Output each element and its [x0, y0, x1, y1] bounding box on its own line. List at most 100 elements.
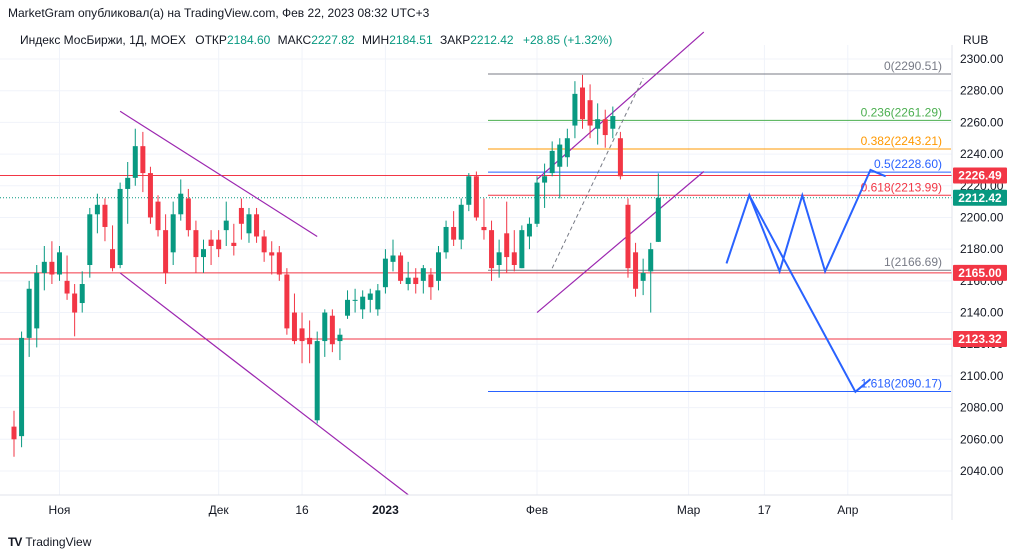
candle-body — [72, 293, 78, 313]
candle-body — [19, 337, 25, 437]
price-tick-label: 2100.00 — [960, 369, 1004, 383]
projection-paths[interactable] — [725, 168, 887, 394]
candle-body — [155, 201, 161, 231]
time-tick-label: Фев — [526, 503, 548, 517]
time-tick-label: 17 — [758, 503, 772, 517]
tradingview-logo-icon: TV — [8, 535, 22, 549]
candle-body — [398, 255, 404, 281]
fibonacci-retracement[interactable]: 0(2290.51) 0.236(2261.29) 0.382(2243.21) 0.… — [488, 59, 951, 392]
candle-body — [390, 255, 396, 262]
candle-body — [564, 138, 570, 158]
candle-body — [443, 226, 449, 253]
candle-body — [276, 252, 282, 275]
projection-path-down[interactable] — [748, 194, 872, 394]
grid — [0, 45, 952, 495]
time-axis[interactable]: Ноя Дек 16 2023 Фев Мар 17 Апр — [49, 503, 859, 517]
candle-body — [466, 176, 472, 205]
fib-level-label: 0(2290.51) — [884, 59, 942, 73]
candle-body — [557, 144, 563, 167]
time-tick-label: Мар — [677, 503, 701, 517]
candle-body — [94, 204, 100, 215]
candle-body — [49, 261, 55, 275]
candle-body — [382, 258, 388, 288]
candle-body — [496, 252, 502, 265]
candle-body — [254, 214, 260, 237]
channel-upper-line[interactable] — [536, 31, 705, 180]
change-value: +28.85 (+1.32%) — [522, 33, 613, 47]
dashed-trend-line[interactable] — [551, 77, 644, 269]
brand-name: TradingView — [25, 535, 92, 549]
tradingview-brand[interactable]: TV TradingView — [8, 535, 91, 549]
candle-body — [246, 214, 252, 234]
candle-body — [269, 252, 275, 256]
price-tick-label: 2080.00 — [960, 401, 1004, 415]
level-price-badge-bg — [953, 167, 1007, 184]
candle-body — [549, 150, 555, 174]
fib-level-label: 1(2166.69) — [884, 255, 942, 269]
candle-body — [580, 87, 585, 120]
price-channels[interactable] — [119, 31, 705, 496]
publisher-line: MarketGram опубликовал(а) на TradingView… — [8, 6, 430, 20]
open-value: 2184.60 — [226, 33, 271, 47]
candle-body — [375, 290, 381, 310]
candle-body — [526, 223, 532, 237]
last-price-badge: 2212.42 — [958, 191, 1002, 205]
candle-body — [595, 119, 601, 129]
price-axis-badges: 2226.49 2165.00 2123.32 2212.42 — [953, 167, 1007, 347]
channel-lower-line[interactable] — [536, 171, 705, 313]
price-tick-label: 2060.00 — [960, 432, 1004, 446]
candle-body — [208, 239, 214, 246]
symbol-legend: Индекс МосБиржи, 1Д, MOEX ОТКР2184.60 МА… — [20, 33, 612, 47]
candle-body — [602, 119, 608, 136]
price-tick-label: 2260.00 — [960, 115, 1004, 129]
candle-body — [473, 176, 479, 218]
candle-body — [291, 312, 297, 342]
candle-body — [231, 242, 237, 246]
level-price-badge: 2165.00 — [958, 266, 1002, 280]
time-tick-label: Апр — [837, 503, 859, 517]
candle-body — [451, 226, 457, 240]
candle-body — [519, 230, 525, 269]
price-tick-label: 2040.00 — [960, 464, 1004, 478]
open-label: ОТКР — [195, 33, 227, 47]
candle-body — [110, 249, 116, 269]
level-price-badge: 2226.49 — [958, 168, 1002, 182]
low-value: 2184.51 — [389, 33, 433, 47]
price-tick-label: 2240.00 — [960, 147, 1004, 161]
currency-label[interactable]: RUB — [963, 33, 989, 47]
candle-body — [458, 204, 464, 240]
fib-level-label: 0.382(2243.21) — [861, 134, 942, 148]
candle-body — [489, 230, 495, 269]
level-price-badge: 2123.32 — [958, 332, 1002, 346]
candle-body — [542, 176, 548, 183]
channel-upper-line[interactable] — [119, 110, 318, 237]
candle-body — [322, 312, 328, 342]
candle-body — [413, 277, 419, 285]
candle-body — [41, 261, 47, 273]
high-value: 2227.82 — [311, 33, 355, 47]
time-tick-label: Ноя — [49, 503, 71, 517]
candlestick-series — [11, 74, 661, 457]
candle-body — [163, 230, 169, 273]
fib-level-label: 0.618(2213.99) — [861, 180, 942, 194]
candle-body — [481, 226, 487, 231]
fib-level-label: 0.236(2261.29) — [861, 105, 942, 119]
candle-body — [625, 204, 631, 269]
time-tick-label: 2023 — [372, 503, 399, 517]
candle-body — [56, 252, 62, 275]
candle-body — [405, 277, 411, 285]
candle-body — [87, 214, 93, 265]
symbol-title[interactable]: Индекс МосБиржи, 1Д, MOEX — [20, 33, 186, 47]
candle-body — [26, 288, 32, 338]
candle-body — [655, 197, 661, 242]
candle-body — [367, 293, 373, 300]
candle-body — [238, 207, 244, 224]
candle-body — [299, 328, 305, 342]
candle-body — [223, 220, 229, 231]
candle-body — [64, 280, 70, 294]
channel-lower-line[interactable] — [119, 272, 409, 496]
candle-body — [170, 214, 176, 253]
candle-body — [147, 173, 153, 218]
time-tick-label: 16 — [295, 503, 309, 517]
